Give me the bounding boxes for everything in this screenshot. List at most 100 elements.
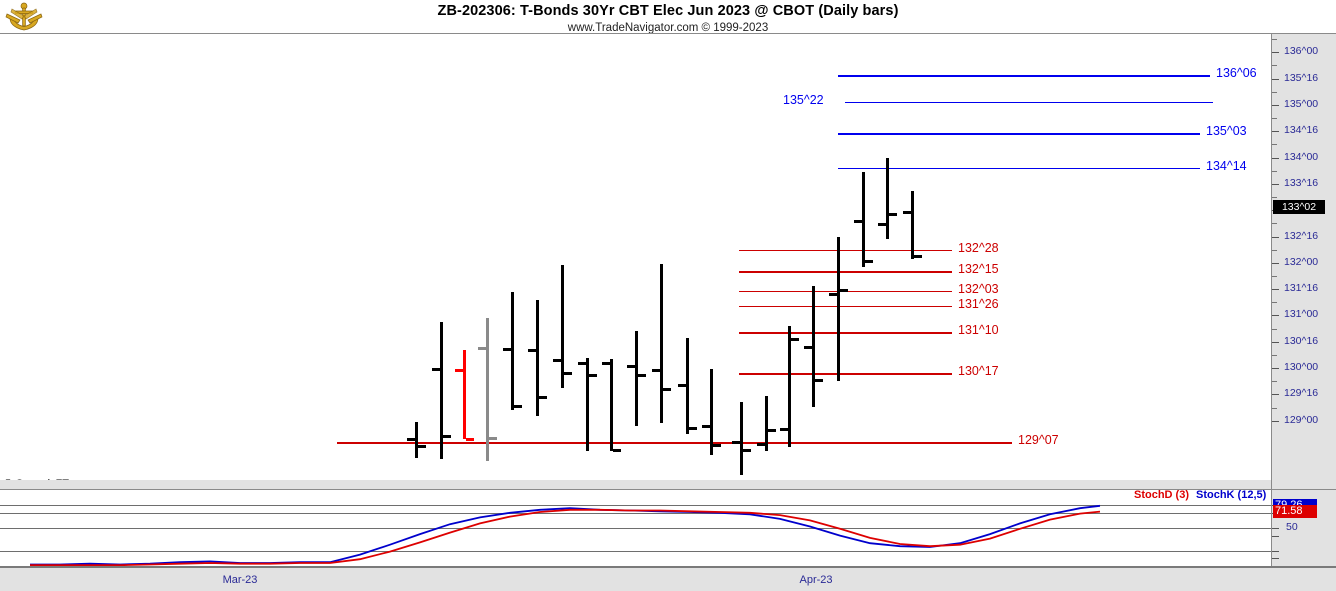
- price-axis-label: 131^16: [1284, 282, 1319, 295]
- support-line[interactable]: [739, 305, 952, 308]
- price-axis-minor-tick: [1272, 275, 1277, 277]
- indicator-axis[interactable]: 5079.2671.58: [1272, 489, 1336, 566]
- price-axis-tick: [1272, 78, 1279, 80]
- ohlc-bar-open-tick: [503, 348, 511, 352]
- ohlc-bar-range: [812, 286, 815, 408]
- resistance-line[interactable]: [838, 75, 1210, 78]
- ohlc-bar-close-tick: [443, 435, 451, 439]
- price-axis-minor-tick: [1272, 407, 1277, 409]
- price-axis-tick: [1272, 262, 1279, 264]
- price-plot-surface: 136^06 135^22 135^03 134^14 132^28 132^15 132^…: [0, 34, 1272, 480]
- support-line[interactable]: [739, 249, 952, 252]
- ohlc-bar-close-tick: [489, 437, 497, 441]
- ohlc-bar-close-tick: [840, 289, 848, 293]
- ohlc-bar-open-tick: [702, 424, 710, 428]
- ohlc-bar-range: [788, 326, 791, 448]
- price-axis-tick: [1272, 394, 1279, 396]
- price-axis[interactable]: 136^00 135^16 135^00 134^16 134^00 133^16 133^…: [1272, 33, 1336, 480]
- current-price-badge: 133^02: [1273, 199, 1325, 214]
- ohlc-bar-range: [561, 265, 564, 388]
- ohlc-bar-range: [837, 236, 840, 382]
- price-axis-minor-tick: [1272, 197, 1277, 199]
- chart-subtitle: www.TradeNavigator.com © 1999-2023: [567, 22, 769, 34]
- price-axis-minor-tick: [1272, 223, 1277, 225]
- ohlc-bar-range: [511, 291, 514, 410]
- support-line[interactable]: [337, 442, 1012, 444]
- price-axis-minor-tick: [1272, 354, 1277, 356]
- price-axis-minor-tick: [1272, 328, 1277, 330]
- stochastic-indicator-panel[interactable]: StochD (3) StochK (12,5): [0, 489, 1272, 566]
- price-axis-minor-tick: [1272, 302, 1277, 304]
- genesis-anchor-logo: [0, 0, 48, 33]
- support-line[interactable]: [739, 373, 952, 375]
- ohlc-bar-open-tick: [678, 383, 686, 387]
- ohlc-bar-range: [886, 157, 889, 239]
- ohlc-bar-open-tick: [578, 361, 586, 365]
- indicator-gridline: [0, 528, 1271, 529]
- price-axis-label: 131^00: [1284, 308, 1319, 321]
- ohlc-bar-close-tick: [613, 448, 621, 452]
- ohlc-bar-open-tick: [528, 348, 536, 352]
- ohlc-bar-close-tick: [791, 337, 799, 341]
- date-axis[interactable]: Mar-23 Apr-23: [0, 566, 1336, 591]
- resistance-line[interactable]: [838, 167, 1200, 170]
- ohlc-bar-range: [440, 322, 443, 459]
- support-label: 132^15: [958, 262, 999, 277]
- ohlc-bar-open-tick: [829, 293, 837, 297]
- indicator-gridline: [0, 512, 1271, 514]
- support-label: 130^17: [958, 364, 999, 379]
- price-axis-tick: [1272, 52, 1279, 54]
- support-label: 131^26: [958, 296, 999, 311]
- resistance-label: 135^03: [1206, 124, 1247, 138]
- indicator-gridline: [0, 505, 1271, 507]
- support-line[interactable]: [739, 331, 952, 334]
- support-label: 129^07: [1018, 433, 1059, 448]
- price-axis-minor-tick: [1272, 170, 1277, 172]
- ohlc-bar-close-tick: [564, 371, 572, 375]
- price-axis-label: 132^16: [1284, 229, 1319, 242]
- price-axis-minor-tick: [1272, 65, 1277, 67]
- stochd-value-badge: 71.58: [1273, 504, 1317, 518]
- ohlc-bar-open-tick: [878, 223, 886, 227]
- price-axis-tick: [1272, 315, 1279, 317]
- chart-header: ZB-202306: T-Bonds 30Yr CBT Elec Jun 202…: [0, 0, 1336, 34]
- ohlc-bar-close-tick: [418, 445, 426, 449]
- price-axis-label: 130^16: [1284, 334, 1319, 347]
- price-chart-panel[interactable]: 136^06 135^22 135^03 134^14 132^28 132^15 132^…: [0, 33, 1272, 490]
- support-line[interactable]: [739, 271, 952, 273]
- ohlc-bar-close-tick: [743, 449, 751, 453]
- price-axis-tick: [1272, 341, 1279, 343]
- price-axis-minor-tick: [1272, 249, 1277, 251]
- ohlc-bar-range: [660, 264, 663, 424]
- ohlc-bar-open-tick: [903, 210, 911, 214]
- ohlc-bar-open-tick: [478, 347, 486, 351]
- page-title: ZB-202306: T-Bonds 30Yr CBT Elec Jun 202…: [437, 3, 899, 19]
- stochastic-series-line: [30, 504, 1101, 566]
- ohlc-bar-range: [740, 402, 743, 475]
- ohlc-bar-range: [536, 300, 539, 416]
- ohlc-bar-open-tick: [553, 358, 561, 362]
- resistance-line[interactable]: [838, 133, 1200, 135]
- price-axis-label: 135^00: [1284, 97, 1319, 110]
- price-axis-tick: [1272, 131, 1279, 133]
- price-axis-label: 129^00: [1284, 413, 1319, 426]
- support-label: 131^10: [958, 322, 999, 337]
- ohlc-bar-open-tick: [627, 365, 635, 369]
- price-axis-label: 135^16: [1284, 71, 1319, 84]
- support-label: 132^03: [958, 281, 999, 296]
- price-axis-minor-tick: [1272, 144, 1277, 146]
- price-axis-tick: [1272, 157, 1279, 159]
- resistance-line[interactable]: [845, 101, 1213, 104]
- price-axis-label: 129^16: [1284, 387, 1319, 400]
- ohlc-bar-open-tick: [757, 443, 765, 447]
- ohlc-bar-open-tick: [780, 428, 788, 432]
- stochastic-curves: [30, 504, 1101, 566]
- ohlc-bar-range: [862, 172, 865, 267]
- ohlc-bar-close-tick: [865, 260, 873, 264]
- legend-stochd: StochD (3): [1134, 489, 1189, 501]
- date-axis-label: Apr-23: [799, 574, 833, 586]
- ohlc-bar-open-tick: [602, 362, 610, 366]
- ohlc-bar-open-tick: [407, 437, 415, 441]
- ohlc-bar-open-tick: [652, 369, 660, 373]
- ohlc-bar-range: [765, 395, 768, 452]
